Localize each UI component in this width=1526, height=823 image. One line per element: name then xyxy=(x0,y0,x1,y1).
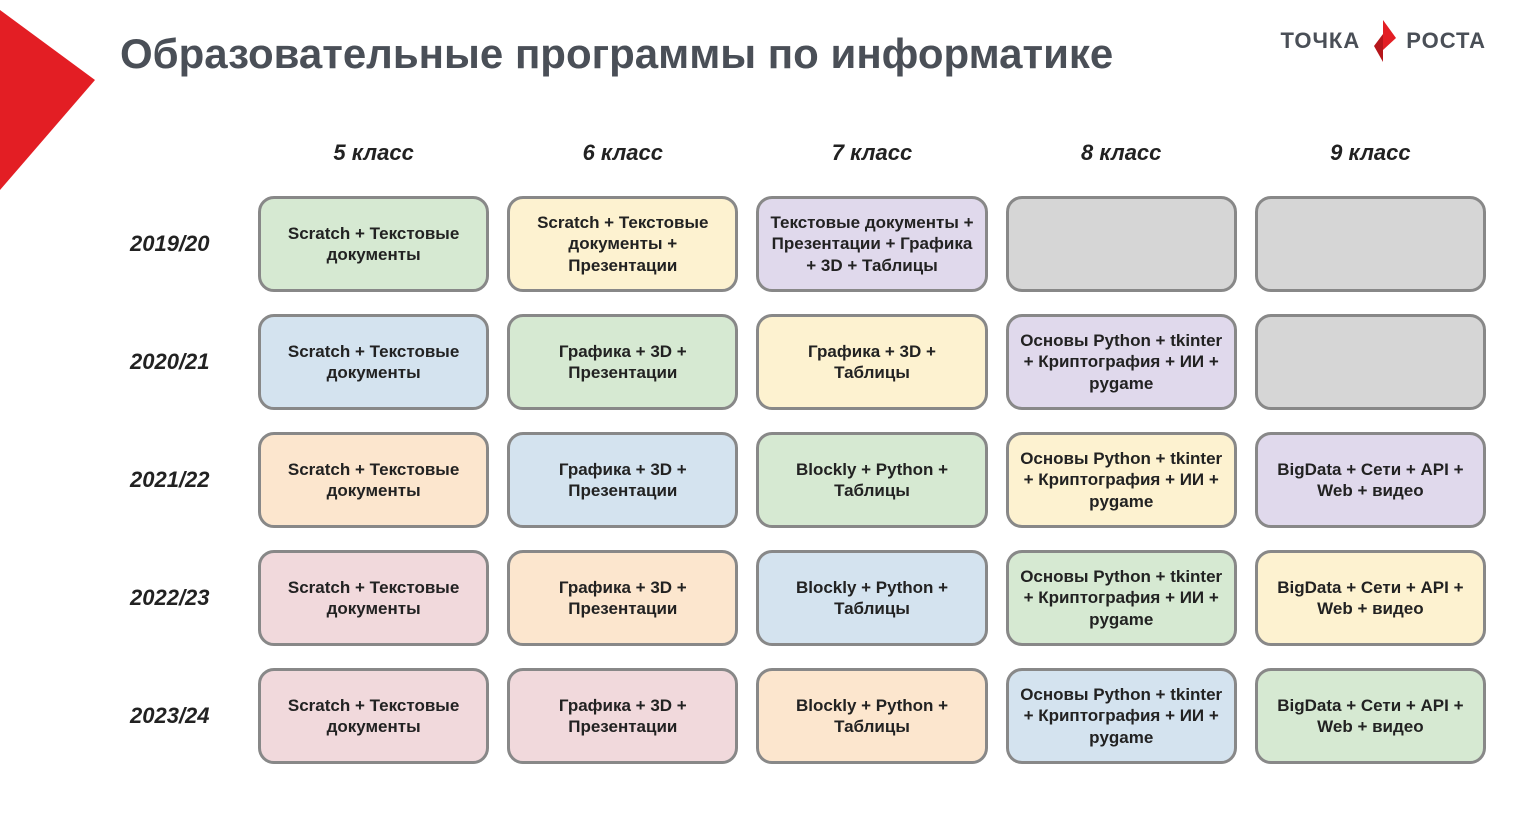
logo-text-right: РОСТА xyxy=(1406,28,1486,54)
row-label: 2021/22 xyxy=(130,467,240,493)
curriculum-cell: Scratch + Текстовые документы + Презента… xyxy=(507,196,738,292)
curriculum-cell: Blockly + Python + Таблицы xyxy=(756,668,987,764)
grid-row: 2020/21Scratch + Текстовые документыГраф… xyxy=(130,314,1486,410)
curriculum-cell: Scratch + Текстовые документы xyxy=(258,550,489,646)
curriculum-cell: Scratch + Текстовые документы xyxy=(258,432,489,528)
curriculum-cell: Графика + 3D + Презентации xyxy=(507,314,738,410)
col-header: 8 класс xyxy=(1006,140,1237,166)
col-header: 5 класс xyxy=(258,140,489,166)
col-header: 9 класс xyxy=(1255,140,1486,166)
logo: ТОЧКА РОСТА xyxy=(1280,20,1486,62)
curriculum-cell xyxy=(1255,196,1486,292)
page-title: Образовательные программы по информатике xyxy=(120,30,1113,78)
curriculum-cell: Графика + 3D + Таблицы xyxy=(756,314,987,410)
row-label: 2020/21 xyxy=(130,349,240,375)
curriculum-cell: Графика + 3D + Презентации xyxy=(507,432,738,528)
curriculum-cell: Scratch + Текстовые документы xyxy=(258,668,489,764)
curriculum-cell: Scratch + Текстовые документы xyxy=(258,314,489,410)
curriculum-cell xyxy=(1255,314,1486,410)
col-header: 6 класс xyxy=(507,140,738,166)
curriculum-cell: Blockly + Python + Таблицы xyxy=(756,550,987,646)
curriculum-cell: Графика + 3D + Презентации xyxy=(507,550,738,646)
curriculum-cell: Графика + 3D + Презентации xyxy=(507,668,738,764)
curriculum-cell: Основы Python + tkinter + Криптография +… xyxy=(1006,432,1237,528)
curriculum-cell: BigData + Сети + API + Web + видео xyxy=(1255,550,1486,646)
col-header: 7 класс xyxy=(756,140,987,166)
row-label: 2023/24 xyxy=(130,703,240,729)
curriculum-cell: Текстовые документы + Презентации + Граф… xyxy=(756,196,987,292)
curriculum-cell: Основы Python + tkinter + Криптография +… xyxy=(1006,668,1237,764)
column-headers-row: 5 класс 6 класс 7 класс 8 класс 9 класс xyxy=(130,140,1486,166)
grid-row: 2023/24 Scratch + Текстовые документыГраф… xyxy=(130,668,1486,764)
row-label: 2019/20 xyxy=(130,231,240,257)
curriculum-cell: Scratch + Текстовые документы xyxy=(258,196,489,292)
logo-text-left: ТОЧКА xyxy=(1280,28,1360,54)
curriculum-cell: Основы Python + tkinter + Криптография +… xyxy=(1006,314,1237,410)
grid-row: 2019/20 Scratch + Текстовые документыScra… xyxy=(130,196,1486,292)
curriculum-cell: Blockly + Python + Таблицы xyxy=(756,432,987,528)
curriculum-cell: Основы Python + tkinter + Криптография +… xyxy=(1006,550,1237,646)
grid-row: 2021/22 Scratch + Текстовые документыГраф… xyxy=(130,432,1486,528)
grid-row: 2022/23 Scratch + Текстовые документыГраф… xyxy=(130,550,1486,646)
logo-leaf-icon xyxy=(1366,20,1400,62)
accent-triangle xyxy=(0,10,95,190)
curriculum-cell: BigData + Сети + API + Web + видео xyxy=(1255,668,1486,764)
row-label: 2022/23 xyxy=(130,585,240,611)
curriculum-cell: BigData + Сети + API + Web + видео xyxy=(1255,432,1486,528)
curriculum-grid: 5 класс 6 класс 7 класс 8 класс 9 класс … xyxy=(130,140,1486,786)
curriculum-cell xyxy=(1006,196,1237,292)
